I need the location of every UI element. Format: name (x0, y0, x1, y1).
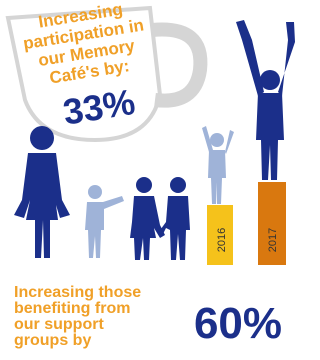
figure-child (85, 185, 124, 258)
footer-line: our support (14, 316, 104, 333)
bar-label: 2016 (216, 228, 228, 252)
bar-label: 2017 (267, 228, 279, 252)
figure-child-cheering (202, 126, 234, 204)
figure-couple (130, 177, 190, 260)
footer-line: benefiting from (14, 300, 130, 317)
figure-adult-cheering (236, 20, 295, 180)
footer-value: 60% (194, 299, 282, 348)
footer-line: groups by (14, 332, 91, 349)
figure-woman (14, 126, 70, 258)
page: {"header": {"lines": ["Increasing", "par… (0, 0, 295, 360)
footer-line: Increasing those (14, 284, 141, 301)
infographic: Increasing participation in our Memory C… (0, 0, 295, 360)
